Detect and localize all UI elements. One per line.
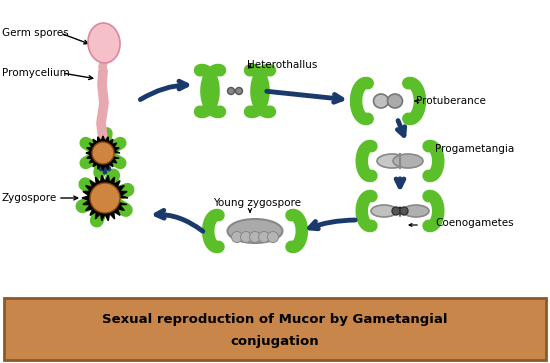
Text: Coenogametes: Coenogametes <box>435 218 514 228</box>
Text: Protuberance: Protuberance <box>416 96 486 106</box>
Ellipse shape <box>377 154 407 168</box>
Ellipse shape <box>373 94 388 108</box>
Text: Progametangia: Progametangia <box>435 144 514 154</box>
Text: Promycelium: Promycelium <box>2 68 70 78</box>
Text: conjugation: conjugation <box>230 334 320 347</box>
Ellipse shape <box>388 94 403 108</box>
Ellipse shape <box>250 232 261 242</box>
Ellipse shape <box>371 205 397 217</box>
Ellipse shape <box>88 23 120 63</box>
Text: Sexual reproduction of Mucor by Gametangial: Sexual reproduction of Mucor by Gametang… <box>102 314 448 326</box>
Ellipse shape <box>228 87 234 94</box>
FancyBboxPatch shape <box>4 298 546 360</box>
Ellipse shape <box>235 87 243 94</box>
Text: Young zygospore: Young zygospore <box>213 198 301 208</box>
Ellipse shape <box>240 232 251 242</box>
Ellipse shape <box>393 154 423 168</box>
Ellipse shape <box>400 207 408 215</box>
Ellipse shape <box>267 232 278 242</box>
Ellipse shape <box>232 232 243 242</box>
Ellipse shape <box>258 232 270 242</box>
Ellipse shape <box>228 219 283 243</box>
Text: Heterothallus: Heterothallus <box>247 60 317 70</box>
Text: Germ spores: Germ spores <box>2 28 69 38</box>
Ellipse shape <box>403 205 429 217</box>
Text: Zygospore: Zygospore <box>2 193 57 203</box>
Polygon shape <box>86 136 120 170</box>
Ellipse shape <box>90 183 120 213</box>
Polygon shape <box>82 175 128 221</box>
Ellipse shape <box>392 207 400 215</box>
Ellipse shape <box>92 142 114 164</box>
